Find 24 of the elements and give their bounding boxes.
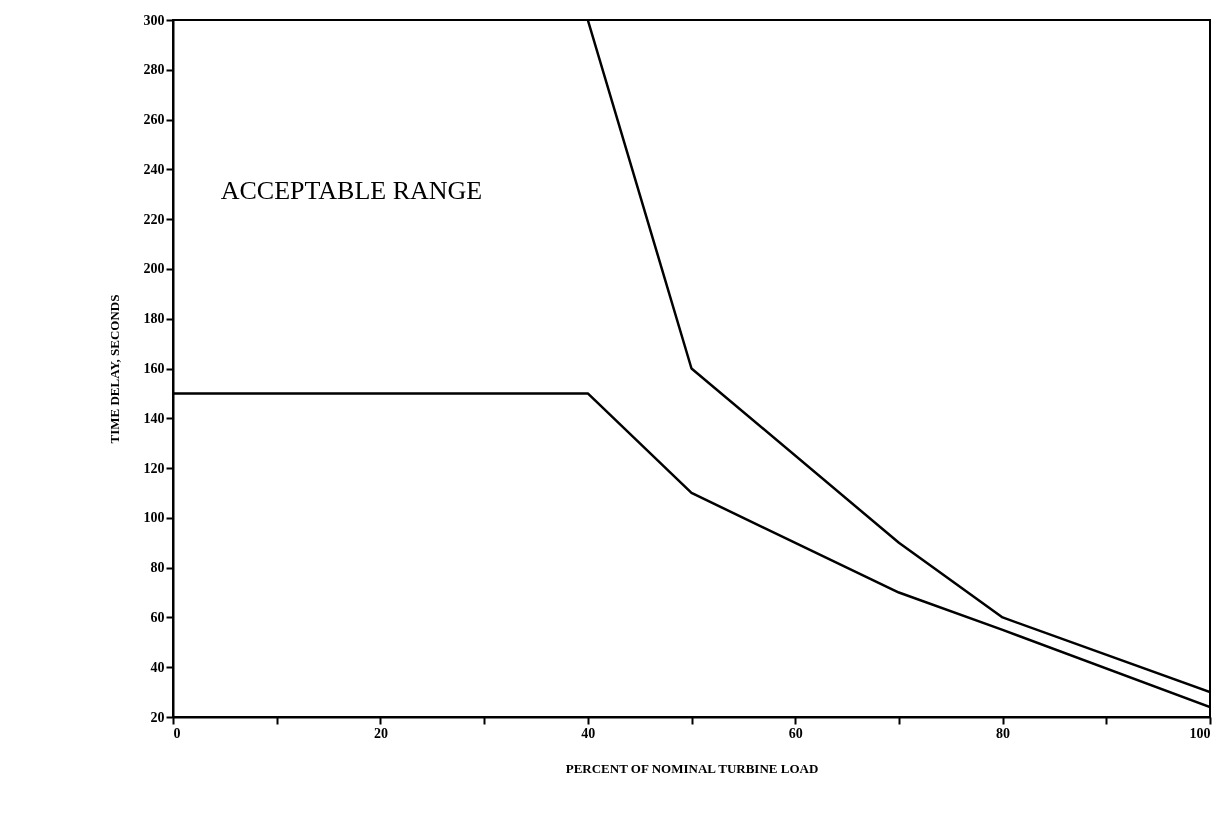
y-tick-label: 40	[150, 659, 165, 675]
y-tick-label: 160	[143, 361, 165, 376]
y-tick-label: 240	[143, 161, 165, 177]
x-tick-label: 40	[581, 725, 596, 741]
y-tick-label: 180	[143, 311, 165, 327]
y-tick-label: 260	[143, 112, 165, 128]
y-axis-title: TIME DELAY, SECONDS	[106, 294, 122, 444]
y-tick-label: 220	[143, 211, 165, 227]
y-tick-label: 60	[150, 609, 165, 625]
x-tick-label: 60	[788, 725, 803, 741]
y-tick-label: 140	[143, 410, 165, 426]
y-tick-label: 200	[143, 261, 165, 277]
x-tick-label: 20	[373, 725, 388, 741]
y-tick-label: 280	[143, 62, 165, 78]
x-axis-title: PERCENT OF NOMINAL TURBINE LOAD	[565, 760, 819, 776]
y-tick-label: 20	[150, 709, 165, 725]
y-tick-label: 80	[150, 560, 165, 576]
annotation: ACCEPTABLE RANGE	[220, 175, 483, 205]
y-tick-label: 300	[143, 12, 165, 28]
x-tick-label: 0	[173, 725, 181, 741]
y-tick-label: 100	[143, 510, 165, 526]
x-tick-label: 80	[996, 725, 1011, 741]
x-tick-label: 100	[1189, 725, 1211, 741]
y-tick-label: 120	[143, 460, 165, 476]
